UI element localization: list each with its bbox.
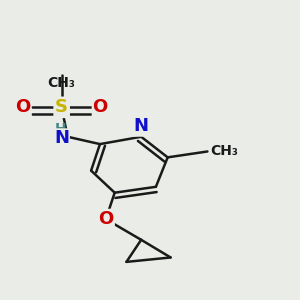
Text: O: O: [93, 98, 108, 116]
Text: N: N: [134, 117, 149, 135]
Text: H: H: [55, 122, 66, 136]
Text: N: N: [54, 129, 69, 147]
Text: CH₃: CH₃: [48, 76, 76, 90]
Text: O: O: [98, 210, 113, 228]
Text: CH₃: CH₃: [210, 145, 238, 158]
Text: O: O: [16, 98, 31, 116]
Text: S: S: [55, 98, 68, 116]
